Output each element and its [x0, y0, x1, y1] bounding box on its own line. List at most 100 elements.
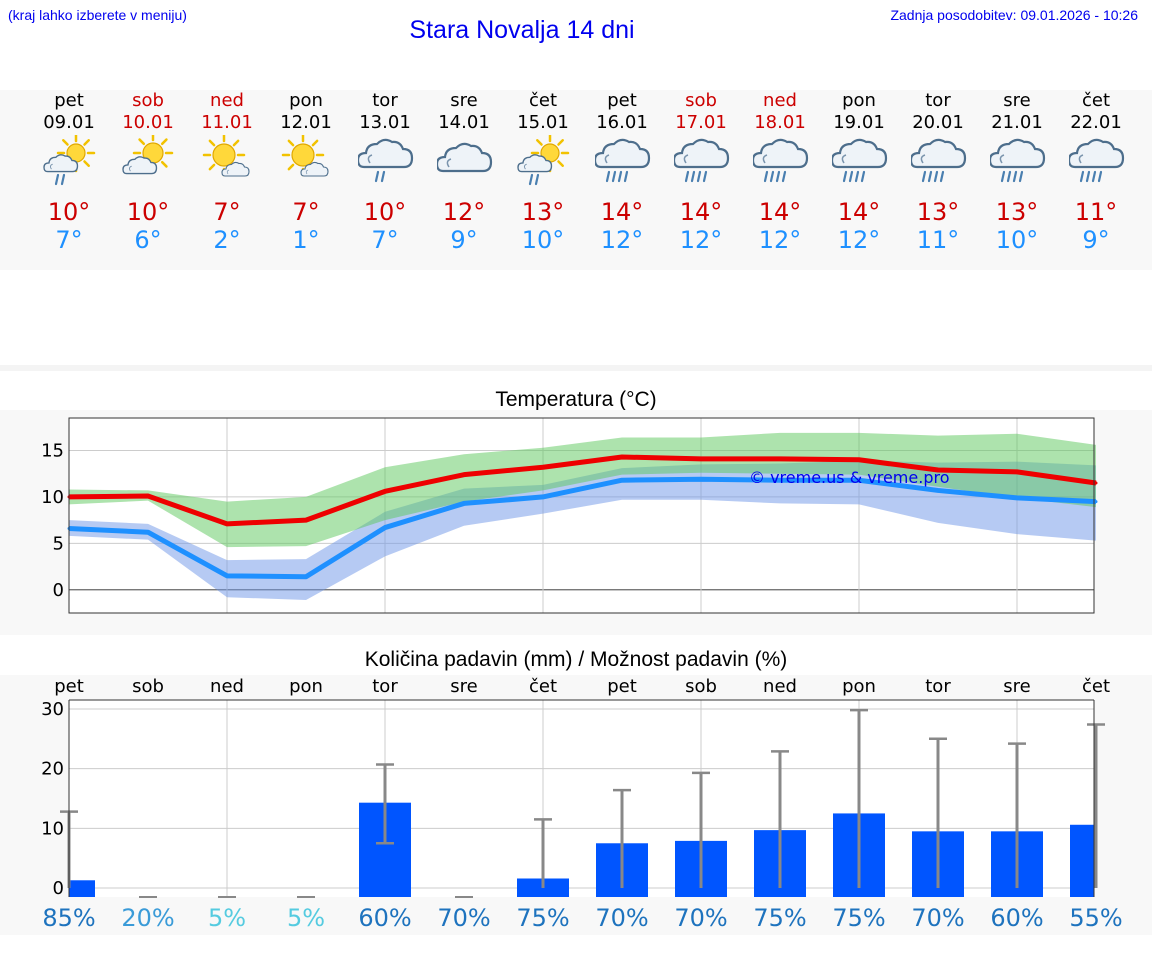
min-temperature: 10° [995, 226, 1039, 254]
day-name: sre [1003, 90, 1031, 111]
forecast-day[interactable]: sre 14.01 12° 9° [424, 90, 504, 260]
day-date: 17.01 [675, 112, 727, 133]
day-label: pon [289, 676, 323, 697]
cloud-rain-icon [672, 135, 730, 191]
cloud-light-rain-icon [356, 135, 414, 191]
forecast-day[interactable]: čet 15.01 13° 10° [503, 90, 583, 260]
min-temperature-point [541, 495, 545, 499]
precipitation-chart-title: Količina padavin (mm) / Možnost padavin … [364, 648, 788, 671]
precipitation-probability: 70% [437, 904, 490, 932]
y-tick-label: 10 [41, 818, 64, 839]
day-label: čet [529, 676, 557, 697]
day-label: pon [842, 676, 876, 697]
forecast-day[interactable]: ned 18.01 14° 12° [740, 90, 820, 260]
day-date: 21.01 [991, 112, 1043, 133]
day-name: sob [685, 90, 717, 111]
forecast-day[interactable]: čet 22.01 11° 9° [1056, 90, 1136, 260]
forecast-day[interactable]: pon 12.01 7° 1° [266, 90, 346, 260]
day-name: pet [54, 90, 84, 111]
precipitation-probability: 75% [832, 904, 885, 932]
day-date: 09.01 [43, 112, 95, 133]
location-menu-hint[interactable]: (kraj lahko izberete v meniju) [8, 7, 187, 23]
cloud-rain-icon [909, 135, 967, 191]
cloud-rain-icon [988, 135, 1046, 191]
min-temperature-point [304, 575, 308, 579]
partly-sunny-rain-icon [516, 133, 572, 191]
forecast-day[interactable]: sob 17.01 14° 12° [661, 90, 741, 260]
day-label: pet [607, 676, 637, 697]
min-temperature-point [462, 501, 466, 505]
day-date: 20.01 [912, 112, 964, 133]
precipitation-probability: 5% [287, 904, 325, 932]
max-temperature: 14° [837, 198, 881, 226]
max-temperature-point [462, 473, 466, 477]
min-temperature-point [1015, 496, 1019, 500]
max-temperature-point [1094, 481, 1098, 485]
precipitation-probability: 20% [121, 904, 174, 932]
min-temperature-point [620, 478, 624, 482]
y-tick-label: 0 [53, 580, 64, 601]
max-temperature: 13° [995, 198, 1039, 226]
forecast-day[interactable]: tor 13.01 10° 7° [345, 90, 425, 260]
max-temperature-point [936, 468, 940, 472]
y-tick-label: 20 [41, 759, 64, 780]
max-temperature-point [225, 522, 229, 526]
last-updated: Zadnja posodobitev: 09.01.2026 - 10:26 [890, 7, 1138, 23]
day-name: čet [528, 90, 558, 111]
min-temperature: 10° [521, 226, 565, 254]
day-name: ned [210, 90, 244, 111]
day-label: sob [132, 676, 164, 697]
day-date: 13.01 [359, 112, 411, 133]
precipitation-probability: 75% [516, 904, 569, 932]
cloud-rain-icon [751, 135, 809, 191]
min-temperature: 11° [916, 226, 960, 254]
y-tick-label: 5 [53, 533, 64, 554]
precipitation-probability: 85% [42, 904, 95, 932]
precipitation-probability: 55% [1069, 904, 1122, 932]
day-name: sob [132, 90, 164, 111]
cloud-rain-icon [1067, 135, 1125, 191]
day-label: ned [763, 676, 797, 697]
day-date: 10.01 [122, 112, 174, 133]
min-temperature-line [68, 476, 1097, 580]
min-temperature-point [699, 477, 703, 481]
y-tick-label: 30 [41, 699, 64, 720]
min-temperature: 9° [1082, 226, 1110, 254]
precipitation-probability: 70% [595, 904, 648, 932]
max-temperature: 10° [47, 198, 91, 226]
min-temperature: 9° [450, 226, 478, 254]
forecast-day[interactable]: sob 10.01 10° 6° [108, 90, 188, 260]
forecast-day[interactable]: ned 11.01 7° 2° [187, 90, 267, 260]
min-temperature: 12° [837, 226, 881, 254]
forecast-day[interactable]: pon 19.01 14° 12° [819, 90, 899, 260]
day-label: sob [685, 676, 717, 697]
max-temperature-point [857, 458, 861, 462]
day-name: tor [372, 90, 398, 111]
day-name: ned [763, 90, 797, 111]
forecast-day[interactable]: pet 16.01 14° 12° [582, 90, 662, 260]
cloud-rain-icon [830, 135, 888, 191]
day-label: tor [925, 676, 951, 697]
precipitation-bar [1070, 824, 1094, 897]
min-temperature-point [383, 526, 387, 530]
cloudy-icon [435, 135, 493, 191]
y-tick-label: 15 [41, 441, 64, 462]
min-temperature-point [146, 530, 150, 534]
max-temperature-point [778, 457, 782, 461]
max-temperature: 14° [679, 198, 723, 226]
page-title: Stara Novalja 14 dni [409, 16, 635, 44]
min-temperature-point [225, 574, 229, 578]
max-temperature-point [1015, 470, 1019, 474]
forecast-day[interactable]: tor 20.01 13° 11° [898, 90, 978, 260]
day-date: 18.01 [754, 112, 806, 133]
max-temperature-line [68, 454, 1097, 527]
day-name: tor [925, 90, 951, 111]
day-name: pet [607, 90, 637, 111]
precipitation-probability: 5% [208, 904, 246, 932]
forecast-day[interactable]: sre 21.01 13° 10° [977, 90, 1057, 260]
day-date: 12.01 [280, 112, 332, 133]
min-temperature-point [936, 488, 940, 492]
watermark: © vreme.us & vreme.pro [749, 468, 950, 487]
forecast-day[interactable]: pet 09.01 10° 7° [29, 90, 109, 260]
min-temperature-point [1094, 500, 1098, 504]
